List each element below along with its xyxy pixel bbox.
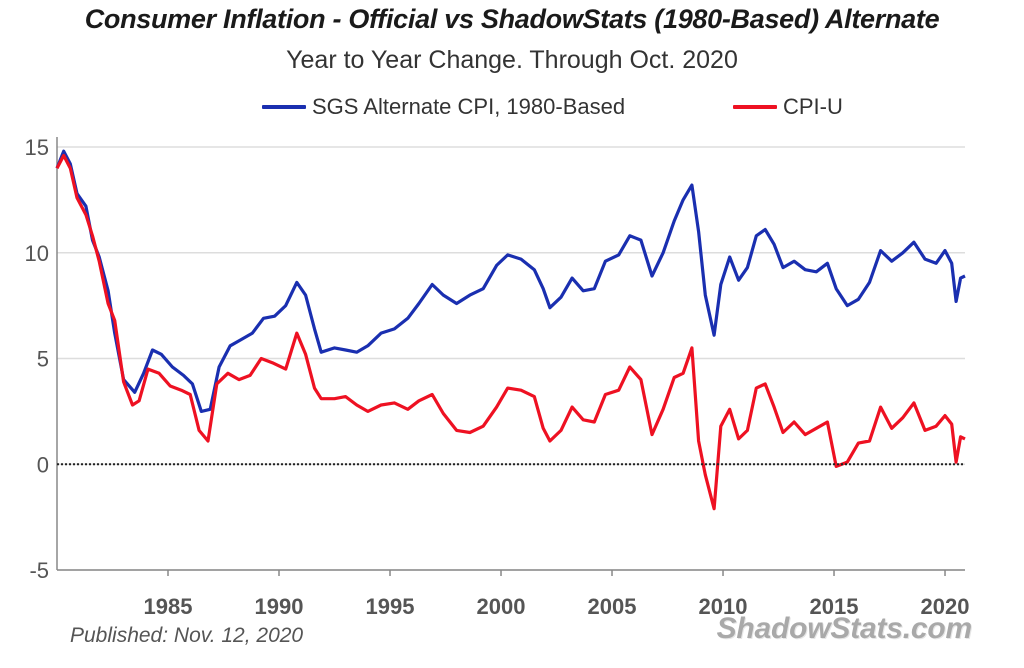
- x-tick-label: 2020: [921, 594, 970, 619]
- legend-swatch-cpi: [733, 105, 777, 109]
- series-line-sgs: [55, 149, 966, 413]
- chart-title: Consumer Inflation - Official vs ShadowS…: [84, 4, 940, 34]
- y-tick-label: -5: [29, 558, 49, 583]
- x-tick-label: 2015: [810, 594, 859, 619]
- y-tick-label: 5: [37, 347, 49, 372]
- x-tick-label: 1995: [366, 594, 415, 619]
- x-tick-label: 2010: [699, 594, 748, 619]
- series-line-cpi-u: [55, 153, 966, 511]
- legend-swatch-sgs: [262, 105, 306, 109]
- x-tick-label: 2000: [477, 594, 526, 619]
- legend-item-cpi: CPI-U: [733, 94, 843, 120]
- legend-label-cpi: CPI-U: [783, 94, 843, 119]
- chart-subtitle: Year to Year Change. Through Oct. 2020: [286, 46, 738, 74]
- published-date: Published: Nov. 12, 2020: [70, 624, 304, 647]
- y-tick-label: 0: [37, 452, 49, 477]
- legend-item-sgs: SGS Alternate CPI, 1980-Based: [262, 94, 625, 120]
- x-tick-label: 1985: [144, 594, 193, 619]
- x-tick-label: 1990: [255, 594, 304, 619]
- chart-legend: SGS Alternate CPI, 1980-Based CPI-U: [0, 94, 1024, 124]
- y-tick-label: 10: [25, 241, 49, 266]
- x-tick-label: 2005: [588, 594, 637, 619]
- y-tick-label: 15: [25, 135, 49, 160]
- legend-label-sgs: SGS Alternate CPI, 1980-Based: [312, 94, 626, 119]
- brand-logo: ShadowStats.com: [716, 612, 973, 645]
